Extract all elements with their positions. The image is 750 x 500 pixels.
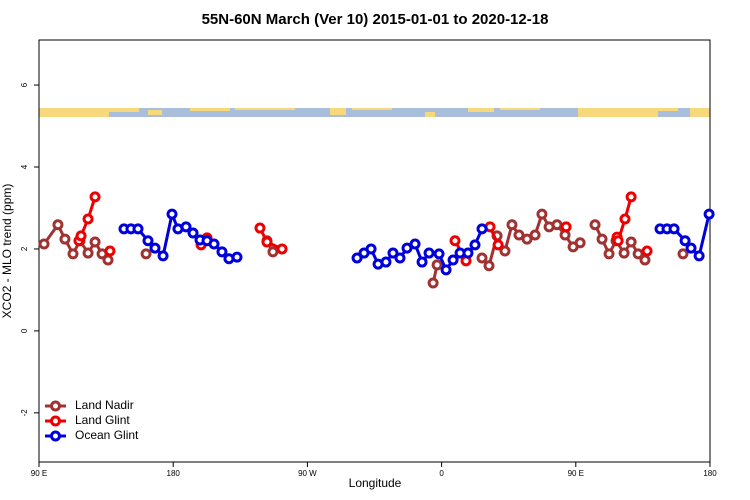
series-marker xyxy=(180,221,192,233)
series-marker xyxy=(462,247,474,259)
y-tick-label: 6 xyxy=(20,82,29,87)
x-tick-label: 180 xyxy=(703,469,717,478)
series-marker xyxy=(476,223,488,235)
series-marker xyxy=(267,246,279,258)
series-marker xyxy=(276,243,288,255)
y-tick-label: 4 xyxy=(20,164,29,169)
series-marker xyxy=(440,264,452,276)
series-marker xyxy=(447,254,459,266)
series-marker xyxy=(639,254,651,266)
series-marker xyxy=(216,246,228,258)
y-tick-label: 0 xyxy=(20,328,29,333)
legend-marker xyxy=(50,430,61,442)
x-tick-label: 90 W xyxy=(298,469,317,478)
series-marker xyxy=(529,229,541,241)
series-marker xyxy=(603,248,615,260)
series-marker xyxy=(52,219,64,231)
series-marker xyxy=(625,191,637,203)
series-marker xyxy=(431,259,443,271)
map-strip xyxy=(39,108,710,117)
series-marker xyxy=(513,229,525,241)
legend-label: Land Nadir xyxy=(75,398,134,412)
series-marker xyxy=(483,260,495,272)
legend-marker xyxy=(50,415,61,427)
series-marker xyxy=(560,221,572,233)
series-marker xyxy=(82,213,94,225)
series-marker xyxy=(140,248,152,260)
series-marker xyxy=(574,237,586,249)
series-marker xyxy=(536,208,548,220)
x-tick-label: 0 xyxy=(439,469,444,478)
series-marker xyxy=(693,250,705,262)
series-marker xyxy=(632,248,644,260)
series-marker xyxy=(38,238,50,250)
y-tick-label: 2 xyxy=(20,246,29,251)
series-marker xyxy=(685,242,697,254)
legend-label: Ocean Glint xyxy=(75,428,139,442)
series-marker xyxy=(261,236,273,248)
series-marker xyxy=(104,245,116,257)
series-marker xyxy=(132,223,144,235)
series-marker xyxy=(67,248,79,260)
series-marker xyxy=(551,219,563,231)
y-tick-label: -2 xyxy=(20,409,29,417)
series-marker xyxy=(618,247,630,259)
x-axis-label: Longitude xyxy=(349,476,402,490)
series-marker xyxy=(596,233,608,245)
series-marker xyxy=(703,208,715,220)
series-marker xyxy=(394,252,406,264)
series-marker xyxy=(166,208,178,220)
series-marker xyxy=(641,245,653,257)
legend-marker xyxy=(50,400,61,412)
series-marker xyxy=(619,213,631,225)
series-marker xyxy=(409,238,421,250)
series-marker xyxy=(469,239,481,251)
series-marker xyxy=(625,236,637,248)
series-marker xyxy=(492,239,504,251)
series-marker xyxy=(89,191,101,203)
series-marker xyxy=(433,248,445,260)
series-marker xyxy=(668,223,680,235)
series-marker xyxy=(82,247,94,259)
series-marker xyxy=(506,219,518,231)
series-marker xyxy=(387,247,399,259)
chart-title: 55N-60N March (Ver 10) 2015-01-01 to 202… xyxy=(202,11,549,28)
series-marker xyxy=(59,233,71,245)
series-marker xyxy=(254,222,266,234)
series-marker xyxy=(149,242,161,254)
series-marker xyxy=(476,252,488,264)
series-marker xyxy=(499,245,511,257)
series-marker xyxy=(449,235,461,247)
series-marker xyxy=(365,243,377,255)
series-marker xyxy=(679,235,691,247)
y-axis-label: XCO2 - MLO trend (ppm) xyxy=(0,184,14,319)
series-marker xyxy=(351,252,363,264)
legend-label: Land Glint xyxy=(75,413,130,427)
series-marker xyxy=(427,277,439,289)
series-marker xyxy=(380,256,392,268)
series-marker xyxy=(231,251,243,263)
series-marker xyxy=(157,250,169,262)
series-marker xyxy=(416,256,428,268)
series-marker xyxy=(208,238,220,250)
x-tick-label: 90 E xyxy=(31,469,47,478)
series-marker xyxy=(142,235,154,247)
series-marker xyxy=(75,230,87,242)
series-marker xyxy=(423,247,435,259)
series-marker xyxy=(401,242,413,254)
x-tick-label: 180 xyxy=(167,469,181,478)
series-marker xyxy=(521,233,533,245)
series-marker xyxy=(187,227,199,239)
plot-frame xyxy=(38,39,711,463)
series-marker xyxy=(612,235,624,247)
series-marker xyxy=(89,236,101,248)
series-marker xyxy=(589,219,601,231)
series-marker xyxy=(102,254,114,266)
x-tick-label: 90 E xyxy=(568,469,584,478)
series-marker xyxy=(677,248,689,260)
